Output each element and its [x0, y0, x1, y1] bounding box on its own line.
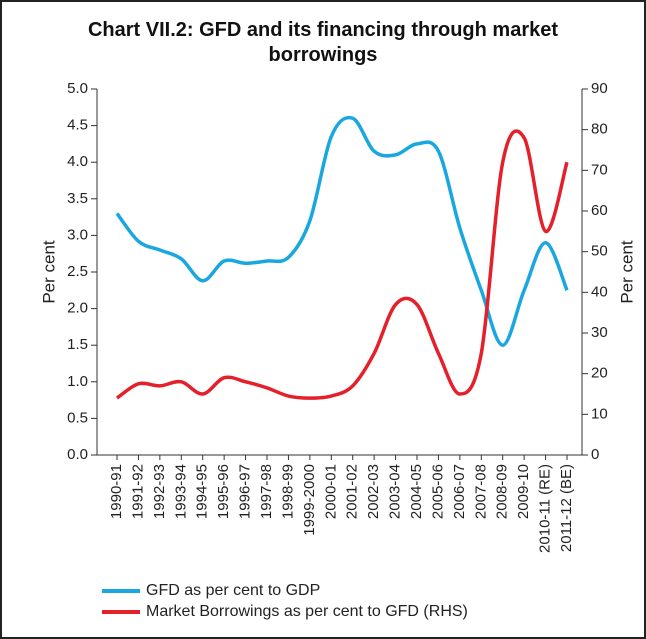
legend-label: Market Borrowings as per cent to GFD (RH…	[146, 603, 468, 620]
x-tick-label: 2008-09	[494, 464, 511, 519]
x-tick-label: 2006-07	[451, 464, 468, 519]
y-tick-label: 3.5	[67, 190, 88, 207]
x-tick-label: 1992-93	[151, 464, 168, 519]
series-line	[115, 129, 569, 400]
x-tick-label: 1999-2000	[301, 464, 318, 536]
x-tick-label: 2009-10	[515, 464, 532, 519]
y2-tick-label: 10	[591, 405, 608, 422]
y2-tick-label: 70	[591, 161, 608, 178]
y2-tick-label: 60	[591, 202, 608, 219]
y-tick-label: 2.0	[67, 300, 88, 317]
legend-label: GFD as per cent to GDP	[146, 582, 320, 599]
y-tick-label: 0.5	[67, 409, 88, 426]
y-tick-label: 4.0	[67, 153, 88, 170]
y-tick-label: 0.0	[67, 446, 88, 463]
x-tick-label: 2010-11 (RE)	[537, 464, 554, 553]
x-tick-label: 1990-91	[108, 464, 125, 519]
y-axis-label: Per cent	[39, 240, 58, 304]
y2-tick-label: 50	[591, 243, 608, 260]
x-tick-label: 1991-92	[129, 464, 146, 519]
x-tick-label: 2000-01	[322, 464, 339, 519]
y-tick-label: 1.5	[67, 336, 88, 353]
y2-tick-label: 80	[591, 121, 608, 138]
chart-title: Chart VII.2: GFD and its financing throu…	[87, 19, 559, 66]
x-tick-label: 2003-04	[387, 464, 404, 519]
y2-tick-label: 0	[591, 446, 599, 463]
x-tick-label: 1998-99	[279, 464, 296, 519]
y2-tick-label: 30	[591, 324, 608, 341]
x-tick-label: 1994-95	[194, 464, 211, 519]
y-tick-label: 1.0	[67, 373, 88, 390]
series-line	[115, 115, 569, 347]
x-tick-label: 1996-97	[237, 464, 254, 519]
y-tick-label: 2.5	[67, 263, 88, 280]
y-tick-label: 3.0	[67, 226, 88, 243]
x-tick-label: 2005-06	[429, 464, 446, 519]
y-tick-label: 5.0	[67, 80, 88, 97]
y2-axis-label: Per cent	[617, 240, 636, 304]
x-tick-label: 1993-94	[172, 464, 189, 519]
x-tick-label: 2004-05	[408, 464, 425, 519]
x-tick-label: 1995-96	[215, 464, 232, 519]
x-tick-label: 2002-03	[365, 464, 382, 519]
y-tick-label: 4.5	[67, 117, 88, 134]
y2-tick-label: 90	[591, 80, 608, 97]
x-tick-label: 2001-02	[344, 464, 361, 519]
y2-tick-label: 20	[591, 365, 608, 382]
x-tick-label: 1997-98	[258, 464, 275, 519]
x-tick-label: 2011-12 (BE)	[558, 464, 575, 552]
x-tick-label: 2007-08	[472, 464, 489, 519]
y2-tick-label: 40	[591, 283, 608, 300]
